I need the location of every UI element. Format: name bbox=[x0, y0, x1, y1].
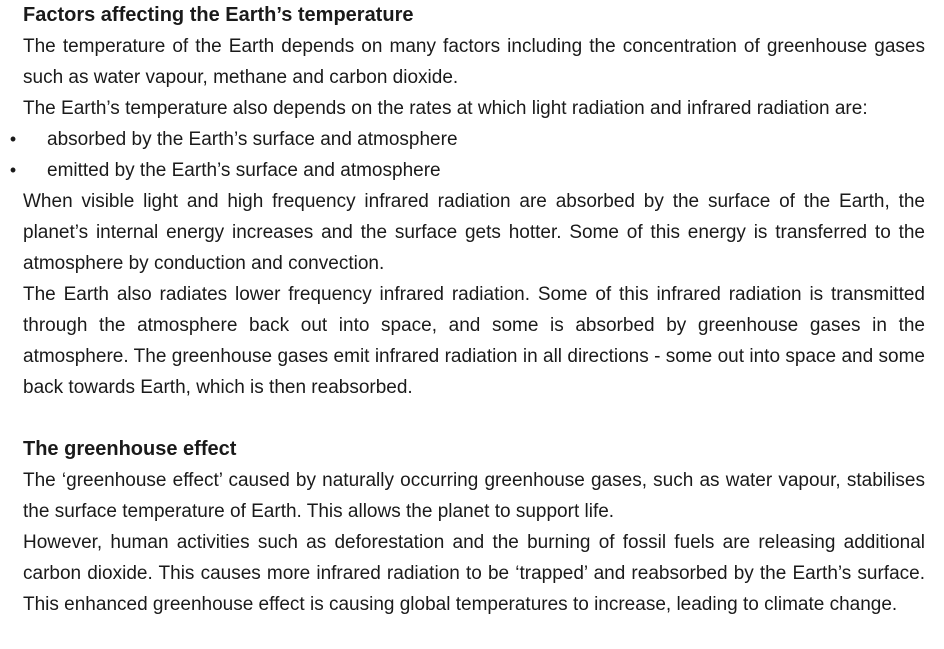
list-item-text: absorbed by the Earth’s surface and atmo… bbox=[47, 129, 458, 150]
section-spacer bbox=[23, 403, 925, 434]
list-item: • emitted by the Earth’s surface and atm… bbox=[10, 155, 925, 186]
section-heading-factors: Factors affecting the Earth’s temperatur… bbox=[23, 4, 414, 26]
bullet-icon: • bbox=[9, 129, 17, 149]
paragraph-greenhouse-gases: The temperature of the Earth depends on … bbox=[23, 36, 925, 88]
paragraph-absorption: When visible light and high frequency in… bbox=[23, 191, 925, 274]
paragraph-human-activities: However, human activities such as defore… bbox=[23, 532, 925, 615]
list-item: • absorbed by the Earth’s surface and at… bbox=[10, 124, 925, 155]
document-body: Factors affecting the Earth’s temperatur… bbox=[10, 0, 925, 620]
paragraph-natural-effect: The ‘greenhouse effect’ caused by natura… bbox=[23, 470, 925, 522]
section-heading-greenhouse-effect: The greenhouse effect bbox=[23, 438, 237, 460]
paragraph-radiation-rates: The Earth’s temperature also depends on … bbox=[23, 98, 868, 119]
bullet-list: • absorbed by the Earth’s surface and at… bbox=[10, 124, 925, 186]
bullet-icon: • bbox=[9, 160, 17, 180]
paragraph-earth-radiates: The Earth also radiates lower frequency … bbox=[23, 284, 925, 398]
list-item-text: emitted by the Earth’s surface and atmos… bbox=[47, 160, 441, 181]
